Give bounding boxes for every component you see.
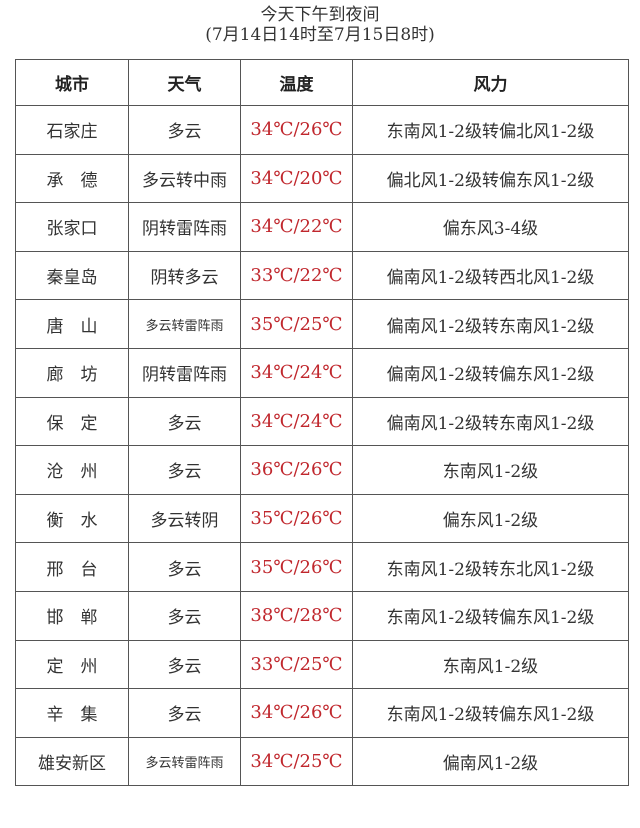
table-header-row: 城市 天气 温度 风力: [15, 59, 629, 106]
temperature-cell: 35℃/25℃: [240, 299, 353, 349]
city-cell: 石家庄: [15, 105, 129, 155]
wind-cell: 偏南风1-2级转西北风1-2级: [352, 250, 629, 301]
wind-cell: 偏南风1-2级转东南风1-2级: [352, 299, 629, 349]
weather-cell: 阴转雷阵雨: [128, 347, 241, 398]
city-cell: 承 德: [15, 153, 129, 204]
city-cell: 秦皇岛: [15, 250, 129, 301]
temperature-cell: 33℃/25℃: [240, 639, 353, 690]
table-row: 辛 集多云 34℃/26℃ 东南风1-2级转偏东风1-2级: [15, 688, 629, 738]
table-row: 雄安新区 多云转雷阵雨 34℃/25℃ 偏南风1-2级: [15, 736, 629, 787]
wind-cell: 东南风1-2级转偏东风1-2级: [352, 590, 629, 641]
header-temperature: 温度: [240, 59, 353, 106]
weather-cell: 多云: [128, 639, 241, 690]
temperature-cell: 34℃/24℃: [240, 347, 353, 398]
weather-cell: 多云: [128, 542, 241, 592]
wind-cell: 东南风1-2级: [352, 445, 629, 495]
weather-cell: 多云转雷阵雨: [128, 736, 241, 787]
wind-cell: 东南风1-2级: [352, 639, 629, 690]
table-row: 承 德多云转中雨 34℃/20℃ 偏北风1-2级转偏东风1-2级: [15, 153, 629, 204]
table-row: 衡 水多云转阴 35℃/26℃ 偏东风1-2级: [15, 493, 629, 544]
table-row: 石家庄 多云 34℃/26℃ 东南风1-2级转偏北风1-2级: [15, 105, 629, 155]
wind-cell: 偏东风3-4级: [352, 202, 629, 252]
header-weather: 天气: [128, 59, 241, 106]
table-row: 定 州多云 33℃/25℃ 东南风1-2级: [15, 639, 629, 690]
city-cell: 廊 坊: [15, 347, 129, 398]
table-row: 邯 郸多云 38℃/28℃ 东南风1-2级转偏东风1-2级: [15, 590, 629, 641]
city-cell: 邯 郸: [15, 590, 129, 641]
weather-cell: 阴转雷阵雨: [128, 202, 241, 252]
weather-table: 城市 天气 温度 风力 石家庄 多云 34℃/26℃ 东南风1-2级转偏北风1-2级承…: [15, 59, 629, 787]
wind-cell: 东南风1-2级转偏北风1-2级: [352, 105, 629, 155]
wind-cell: 偏东风1-2级: [352, 493, 629, 544]
weather-cell: 多云: [128, 445, 241, 495]
table-row: 张家口 阴转雷阵雨 34℃/22℃ 偏东风3-4级: [15, 202, 629, 252]
city-cell: 张家口: [15, 202, 129, 252]
temperature-cell: 34℃/26℃: [240, 688, 353, 738]
weather-cell: 多云转中雨: [128, 153, 241, 204]
city-cell: 定 州: [15, 639, 129, 690]
table-row: 秦皇岛 阴转多云 33℃/22℃ 偏南风1-2级转西北风1-2级: [15, 250, 629, 301]
wind-cell: 偏南风1-2级转偏东风1-2级: [352, 347, 629, 398]
header-wind: 风力: [352, 59, 629, 106]
temperature-cell: 35℃/26℃: [240, 542, 353, 592]
table-row: 保 定多云 34℃/24℃ 偏南风1-2级转东南风1-2级: [15, 396, 629, 447]
city-cell: 衡 水: [15, 493, 129, 544]
temperature-cell: 34℃/22℃: [240, 202, 353, 252]
weather-cell: 多云转阴: [128, 493, 241, 544]
table-row: 唐 山多云转雷阵雨 35℃/25℃ 偏南风1-2级转东南风1-2级: [15, 299, 629, 349]
table-row: 沧 州多云 36℃/26℃ 东南风1-2级: [15, 445, 629, 495]
table-row: 邢 台多云 35℃/26℃ 东南风1-2级转东北风1-2级: [15, 542, 629, 592]
city-cell: 邢 台: [15, 542, 129, 592]
temperature-cell: 35℃/26℃: [240, 493, 353, 544]
table-row: 廊 坊阴转雷阵雨 34℃/24℃ 偏南风1-2级转偏东风1-2级: [15, 347, 629, 398]
city-cell: 沧 州: [15, 445, 129, 495]
city-cell: 雄安新区: [15, 736, 129, 787]
weather-cell: 阴转多云: [128, 250, 241, 301]
header-city: 城市: [15, 59, 129, 106]
weather-cell: 多云: [128, 590, 241, 641]
wind-cell: 偏南风1-2级: [352, 736, 629, 787]
temperature-cell: 33℃/22℃: [240, 250, 353, 301]
temperature-cell: 34℃/20℃: [240, 153, 353, 204]
city-cell: 唐 山: [15, 299, 129, 349]
temperature-cell: 38℃/28℃: [240, 590, 353, 641]
page-subtitle: (7月14日14时至7月15日8时): [205, 25, 435, 45]
weather-cell: 多云转雷阵雨: [128, 299, 241, 349]
temperature-cell: 34℃/25℃: [240, 736, 353, 787]
weather-cell: 多云: [128, 105, 241, 155]
weather-cell: 多云: [128, 688, 241, 738]
city-cell: 保 定: [15, 396, 129, 447]
city-cell: 辛 集: [15, 688, 129, 738]
page-title: 今天下午到夜间: [260, 5, 380, 25]
temperature-cell: 34℃/26℃: [240, 105, 353, 155]
wind-cell: 东南风1-2级转偏东风1-2级: [352, 688, 629, 738]
temperature-cell: 36℃/26℃: [240, 445, 353, 495]
temperature-cell: 34℃/24℃: [240, 396, 353, 447]
wind-cell: 偏北风1-2级转偏东风1-2级: [352, 153, 629, 204]
wind-cell: 偏南风1-2级转东南风1-2级: [352, 396, 629, 447]
weather-cell: 多云: [128, 396, 241, 447]
wind-cell: 东南风1-2级转东北风1-2级: [352, 542, 629, 592]
